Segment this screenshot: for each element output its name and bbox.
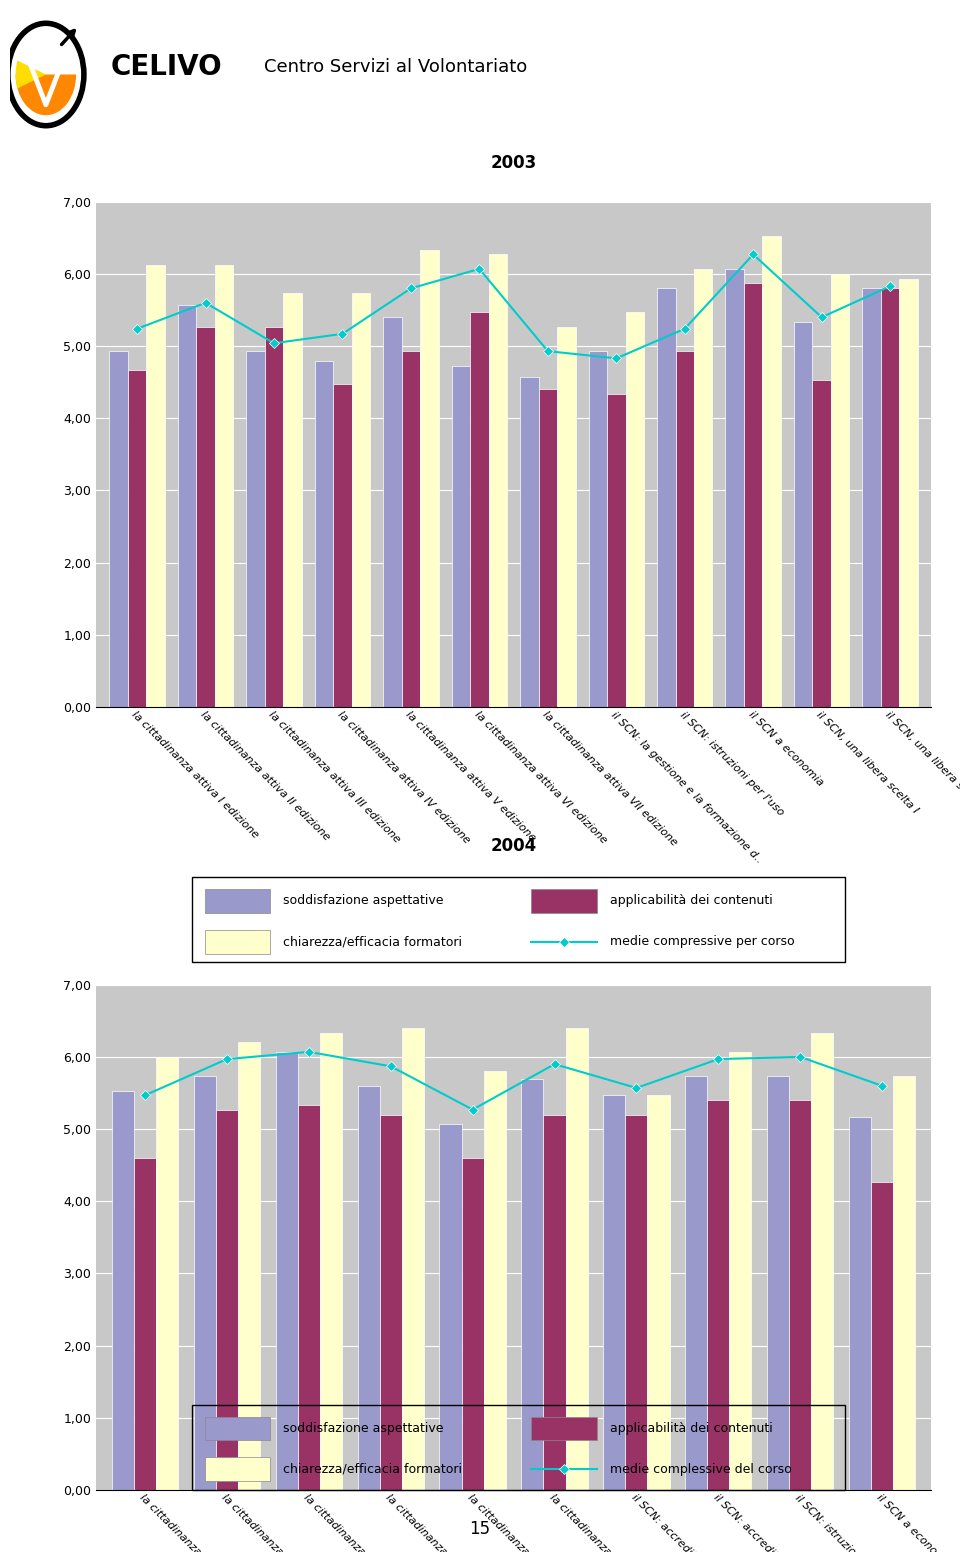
Bar xyxy=(451,366,470,706)
Bar xyxy=(565,1027,588,1490)
Bar xyxy=(607,394,626,706)
Bar xyxy=(539,390,557,706)
Bar xyxy=(893,1077,915,1490)
Bar xyxy=(871,1181,893,1490)
Text: CELIVO: CELIVO xyxy=(110,53,222,81)
Bar xyxy=(283,293,301,706)
Bar xyxy=(849,1117,871,1490)
Bar xyxy=(247,351,265,706)
Bar xyxy=(470,312,489,706)
Bar xyxy=(744,284,762,706)
Bar xyxy=(420,250,439,706)
Text: medie complessive del corso: medie complessive del corso xyxy=(610,1464,792,1476)
Bar xyxy=(762,236,780,706)
Bar xyxy=(694,268,712,706)
Text: 15: 15 xyxy=(469,1519,491,1538)
Bar xyxy=(205,889,271,913)
Bar xyxy=(625,1114,647,1490)
Bar xyxy=(196,326,215,706)
Bar xyxy=(128,369,146,706)
Bar xyxy=(900,279,918,706)
Bar xyxy=(862,289,881,706)
Bar xyxy=(647,1096,669,1490)
Bar xyxy=(333,385,351,706)
Bar xyxy=(178,304,196,706)
Bar xyxy=(462,1158,484,1490)
Bar xyxy=(767,1077,789,1490)
Text: 2004: 2004 xyxy=(491,837,537,855)
Bar xyxy=(358,1086,380,1490)
Bar xyxy=(205,930,271,953)
Bar xyxy=(402,1027,424,1490)
Bar xyxy=(657,289,676,706)
Bar xyxy=(146,264,165,706)
Bar xyxy=(320,1034,342,1490)
Bar xyxy=(789,1100,811,1490)
Bar xyxy=(156,1057,179,1490)
Bar xyxy=(831,273,850,706)
Bar xyxy=(205,1457,271,1481)
Bar xyxy=(109,351,128,706)
Text: chiarezza/efficacia formatori: chiarezza/efficacia formatori xyxy=(283,936,463,948)
Text: medie compressive per corso: medie compressive per corso xyxy=(610,936,795,948)
Text: soddisfazione aspettative: soddisfazione aspettative xyxy=(283,894,444,908)
Bar xyxy=(112,1091,134,1490)
Text: 2003: 2003 xyxy=(491,154,537,172)
Bar xyxy=(489,255,507,706)
Bar xyxy=(380,1114,402,1490)
Text: chiarezza/efficacia formatori: chiarezza/efficacia formatori xyxy=(283,1464,463,1476)
Bar xyxy=(794,323,812,706)
Text: applicabilità dei contenuti: applicabilità dei contenuti xyxy=(610,1422,773,1436)
Bar xyxy=(726,268,744,706)
Bar xyxy=(588,351,607,706)
Bar xyxy=(440,1124,462,1490)
Bar xyxy=(205,1417,271,1440)
Bar xyxy=(811,1034,833,1490)
Bar xyxy=(730,1052,752,1490)
Bar xyxy=(383,317,401,706)
Text: Centro Servizi al Volontariato: Centro Servizi al Volontariato xyxy=(264,57,527,76)
Bar xyxy=(557,326,576,706)
Bar xyxy=(685,1077,708,1490)
Bar xyxy=(520,377,539,706)
Bar xyxy=(265,326,283,706)
Text: applicabilità dei contenuti: applicabilità dei contenuti xyxy=(610,894,773,908)
Bar xyxy=(881,289,900,706)
Bar xyxy=(708,1100,730,1490)
Bar xyxy=(298,1105,320,1490)
Bar xyxy=(216,1110,238,1490)
Bar xyxy=(215,264,233,706)
Bar xyxy=(676,351,694,706)
Bar xyxy=(351,293,371,706)
Bar xyxy=(194,1077,216,1490)
Bar xyxy=(134,1158,156,1490)
Text: soddisfazione aspettative: soddisfazione aspettative xyxy=(283,1422,444,1436)
Bar xyxy=(401,351,420,706)
Bar xyxy=(238,1043,260,1490)
Wedge shape xyxy=(15,74,76,115)
Bar xyxy=(543,1114,565,1490)
Bar xyxy=(521,1079,543,1490)
Bar xyxy=(276,1052,298,1490)
Bar xyxy=(315,360,333,706)
Bar xyxy=(626,312,644,706)
Bar xyxy=(484,1071,506,1490)
Bar xyxy=(812,380,831,706)
Bar xyxy=(603,1096,625,1490)
Wedge shape xyxy=(15,61,46,88)
Bar xyxy=(532,1417,597,1440)
Bar xyxy=(532,889,597,913)
